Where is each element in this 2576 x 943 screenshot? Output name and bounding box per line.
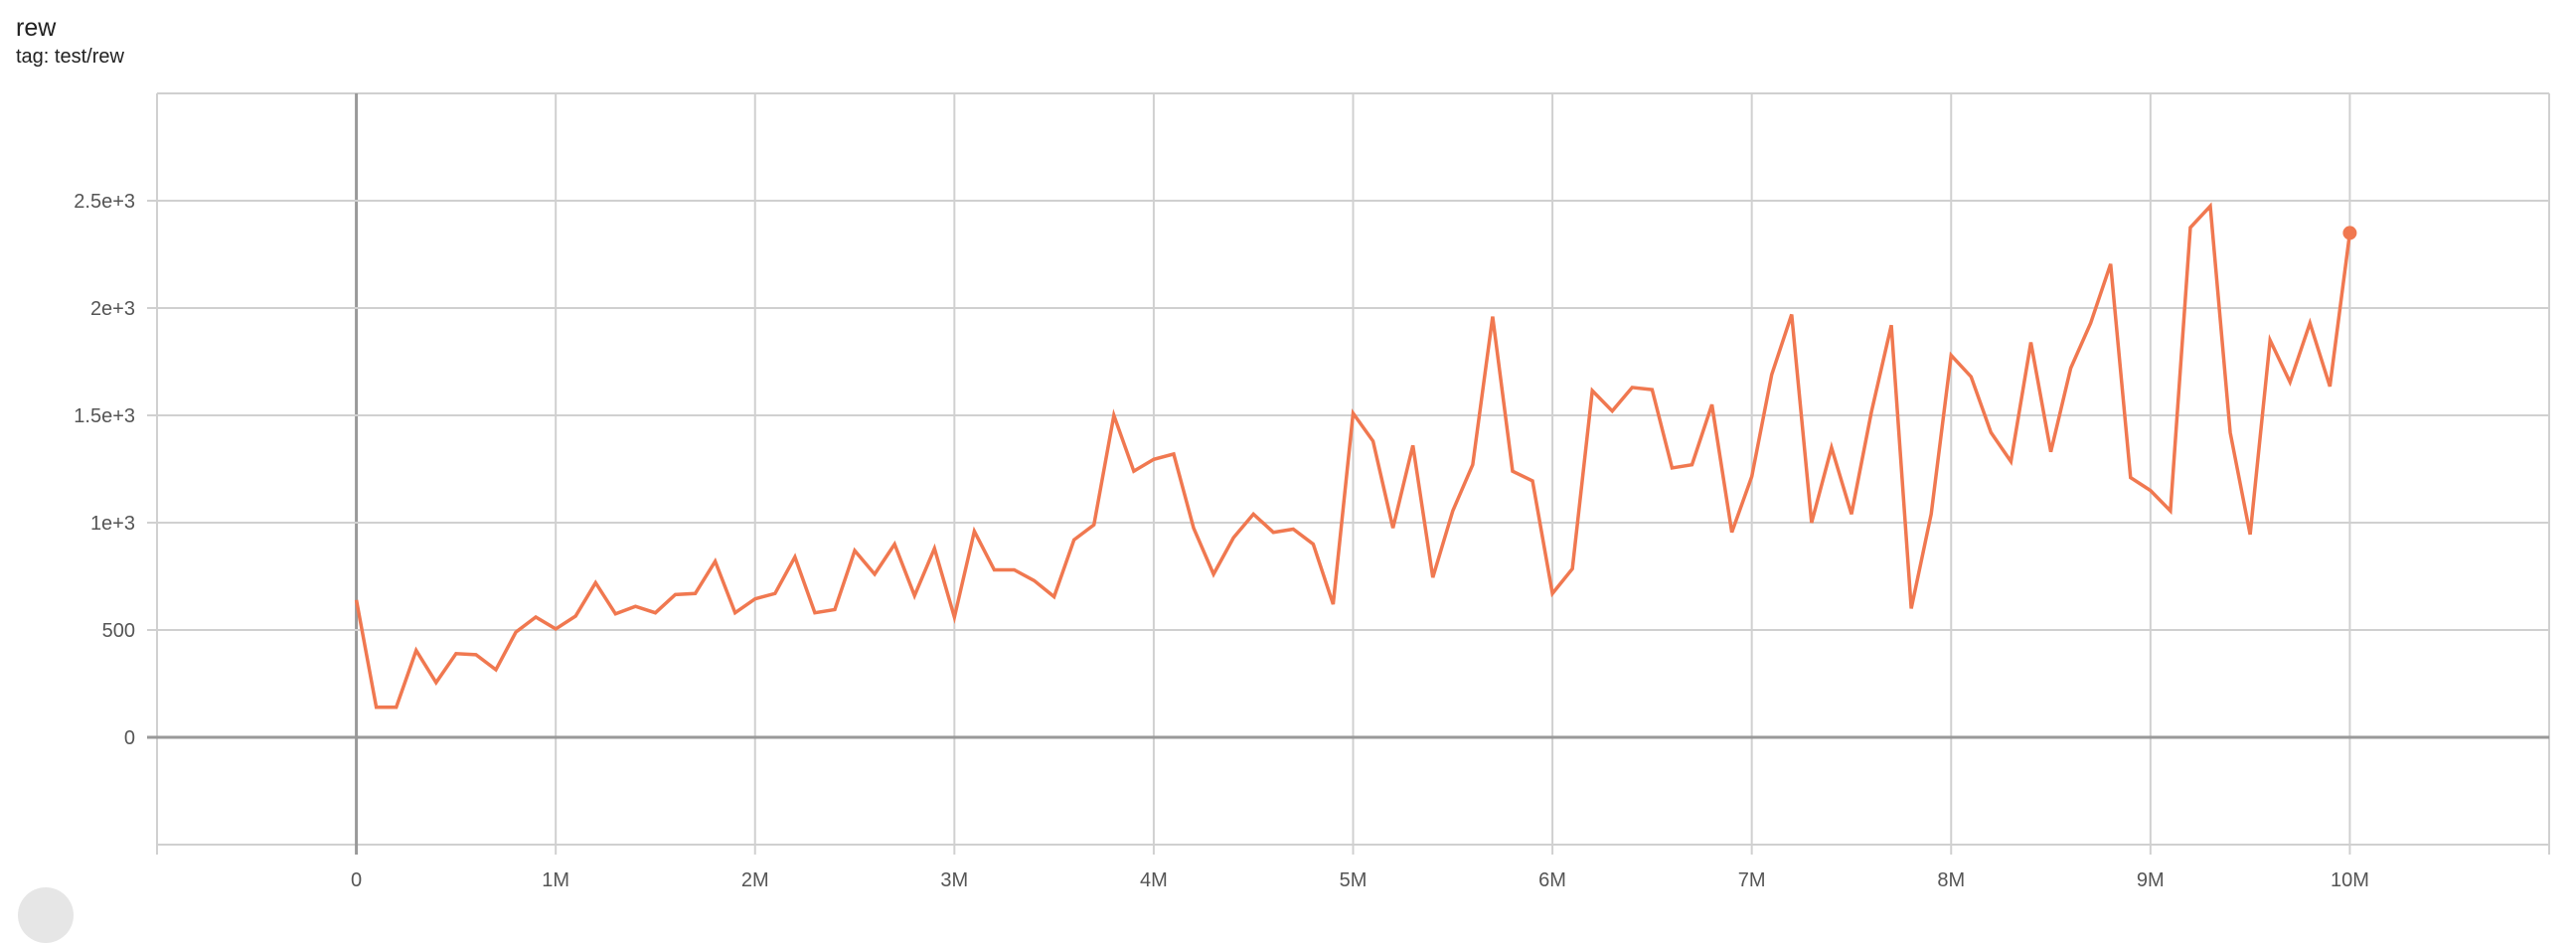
chart-tag: tag: test/rew: [16, 46, 124, 68]
x-tick-label: 2M: [741, 869, 769, 891]
y-tick-label: 2e+3: [90, 298, 135, 320]
x-tick-label: 1M: [542, 869, 569, 891]
y-tick-label: 500: [102, 620, 135, 642]
x-tick-label: 7M: [1738, 869, 1766, 891]
x-tick-label: 8M: [1937, 869, 1965, 891]
x-tick-label: 9M: [2137, 869, 2165, 891]
x-tick-label: 3M: [940, 869, 968, 891]
series-line: [354, 202, 2352, 709]
x-tick-label: 0: [351, 869, 362, 891]
x-tick-label: 4M: [1140, 869, 1168, 891]
y-tick-label: 1.5e+3: [74, 405, 135, 427]
y-tick-label: 1e+3: [90, 513, 135, 535]
x-tick-label: 10M: [2331, 869, 2369, 891]
y-tick-label: 2.5e+3: [74, 191, 135, 213]
x-tick-label: 6M: [1538, 869, 1566, 891]
last-data-point: [2342, 226, 2357, 240]
y-tick-label: 0: [124, 727, 135, 749]
chart-title: rew: [16, 14, 57, 42]
line-chart: 0 1M 2M 3M 4M 5M 6M 7M 8M 9M 10M 0 500 1e+3 1.5e+3 2e+3…: [74, 92, 2550, 891]
x-tick-label: 5M: [1340, 869, 1368, 891]
fit-domain-button[interactable]: [18, 887, 74, 943]
